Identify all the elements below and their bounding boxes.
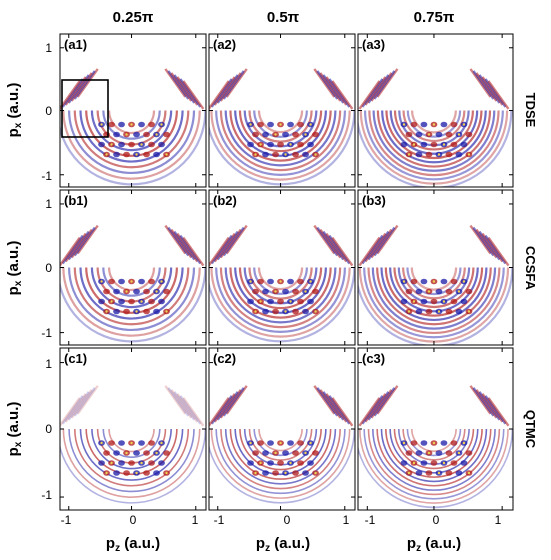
panel-tag: (c3) [362, 351, 385, 366]
y-axis-unit: (a.u.) [5, 241, 22, 281]
column-header-3: 0.75π [414, 9, 455, 26]
x-axis-label-col-2: pz (a.u.) [256, 535, 310, 554]
panel-tag: (a3) [362, 37, 385, 52]
x-tick-label: -1 [214, 513, 225, 527]
panel-a1: (a1) [59, 33, 207, 188]
svg-text:px (a.u.): px (a.u.) [5, 402, 24, 457]
panel-a3: (a3) [357, 33, 514, 188]
row-label-2: CCSFA [523, 246, 538, 291]
y-axis-main: p [5, 447, 22, 456]
y-tick-label: 0 [45, 422, 52, 436]
x-tick-label: 0 [284, 513, 291, 527]
x-tick-label: -1 [61, 513, 72, 527]
panel-tag: (a2) [213, 37, 236, 52]
y-tick-label: 1 [45, 41, 52, 55]
row-label-1: TDSE [523, 93, 538, 128]
x-axis-label-col-3: pz (a.u.) [407, 535, 461, 554]
x-tick-label: 0 [130, 513, 137, 527]
x-axis-unit: (a.u.) [270, 535, 310, 552]
panel-b2: (b2) [208, 189, 356, 346]
svg-text:pz (a.u.): pz (a.u.) [407, 535, 461, 554]
y-axis-label-row-2: px (a.u.) [5, 241, 24, 296]
panel-tag: (b3) [362, 193, 386, 208]
panel-grid: (a1) (a2) (a3) (b1) (b2) (b3) (c1) (c2) (c3) [59, 33, 514, 511]
y-axis-sub: x [13, 280, 24, 286]
y-tick-label: 1 [45, 357, 52, 371]
x-axis-main: p [256, 535, 265, 552]
y-tick-label: -1 [41, 488, 52, 502]
y-tick-label: -1 [41, 169, 52, 183]
x-tick-label: 0 [433, 513, 440, 527]
column-header-1: 0.25π [113, 9, 154, 26]
x-tick-label: 1 [192, 513, 199, 527]
column-header-2: 0.5π [267, 9, 300, 26]
inset-region-box [61, 79, 109, 138]
y-tick-label: 0 [45, 104, 52, 118]
panel-c3: (c3) [357, 347, 514, 511]
x-axis-sub: z [265, 543, 270, 554]
x-axis-unit: (a.u.) [421, 535, 461, 552]
x-axis-sub: z [115, 543, 120, 554]
y-axis-unit: (a.u.) [5, 83, 22, 123]
panel-tag: (c2) [213, 351, 236, 366]
svg-text:px (a.u.): px (a.u.) [5, 241, 24, 296]
y-tick-label: 1 [45, 197, 52, 211]
x-tick-label: 1 [343, 513, 350, 527]
y-axis-unit: (a.u.) [5, 402, 22, 442]
panel-tag: (a1) [64, 37, 87, 52]
y-axis-sub: x [13, 441, 24, 447]
x-axis-label-col-1: pz (a.u.) [106, 535, 160, 554]
panel-b1: (b1) [59, 189, 207, 346]
x-axis-unit: (a.u.) [120, 535, 160, 552]
panel-a2: (a2) [208, 33, 356, 188]
panel-c2: (c2) [208, 347, 356, 511]
panel-c1: (c1) [59, 347, 207, 511]
y-axis-label-row-1: px (a.u.) [5, 83, 24, 138]
y-tick-label: 0 [45, 261, 52, 275]
panel-b3: (b3) [357, 189, 514, 346]
y-axis-main: p [5, 128, 22, 137]
x-axis-sub: z [416, 543, 421, 554]
y-axis-label-row-3: px (a.u.) [5, 402, 24, 457]
row-label-3: QTMC [523, 410, 538, 449]
svg-text:pz (a.u.): pz (a.u.) [256, 535, 310, 554]
x-tick-label: -1 [365, 513, 376, 527]
svg-text:px (a.u.): px (a.u.) [5, 83, 24, 138]
panel-tag: (b1) [64, 193, 88, 208]
panel-tag: (c1) [64, 351, 87, 366]
y-tick-label: -1 [41, 326, 52, 340]
y-axis-main: p [5, 286, 22, 295]
x-axis-main: p [407, 535, 416, 552]
panel-tag: (b2) [213, 193, 237, 208]
x-axis-main: p [106, 535, 115, 552]
y-axis-sub: x [13, 122, 24, 128]
svg-text:pz (a.u.): pz (a.u.) [106, 535, 160, 554]
x-tick-label: 1 [495, 513, 502, 527]
